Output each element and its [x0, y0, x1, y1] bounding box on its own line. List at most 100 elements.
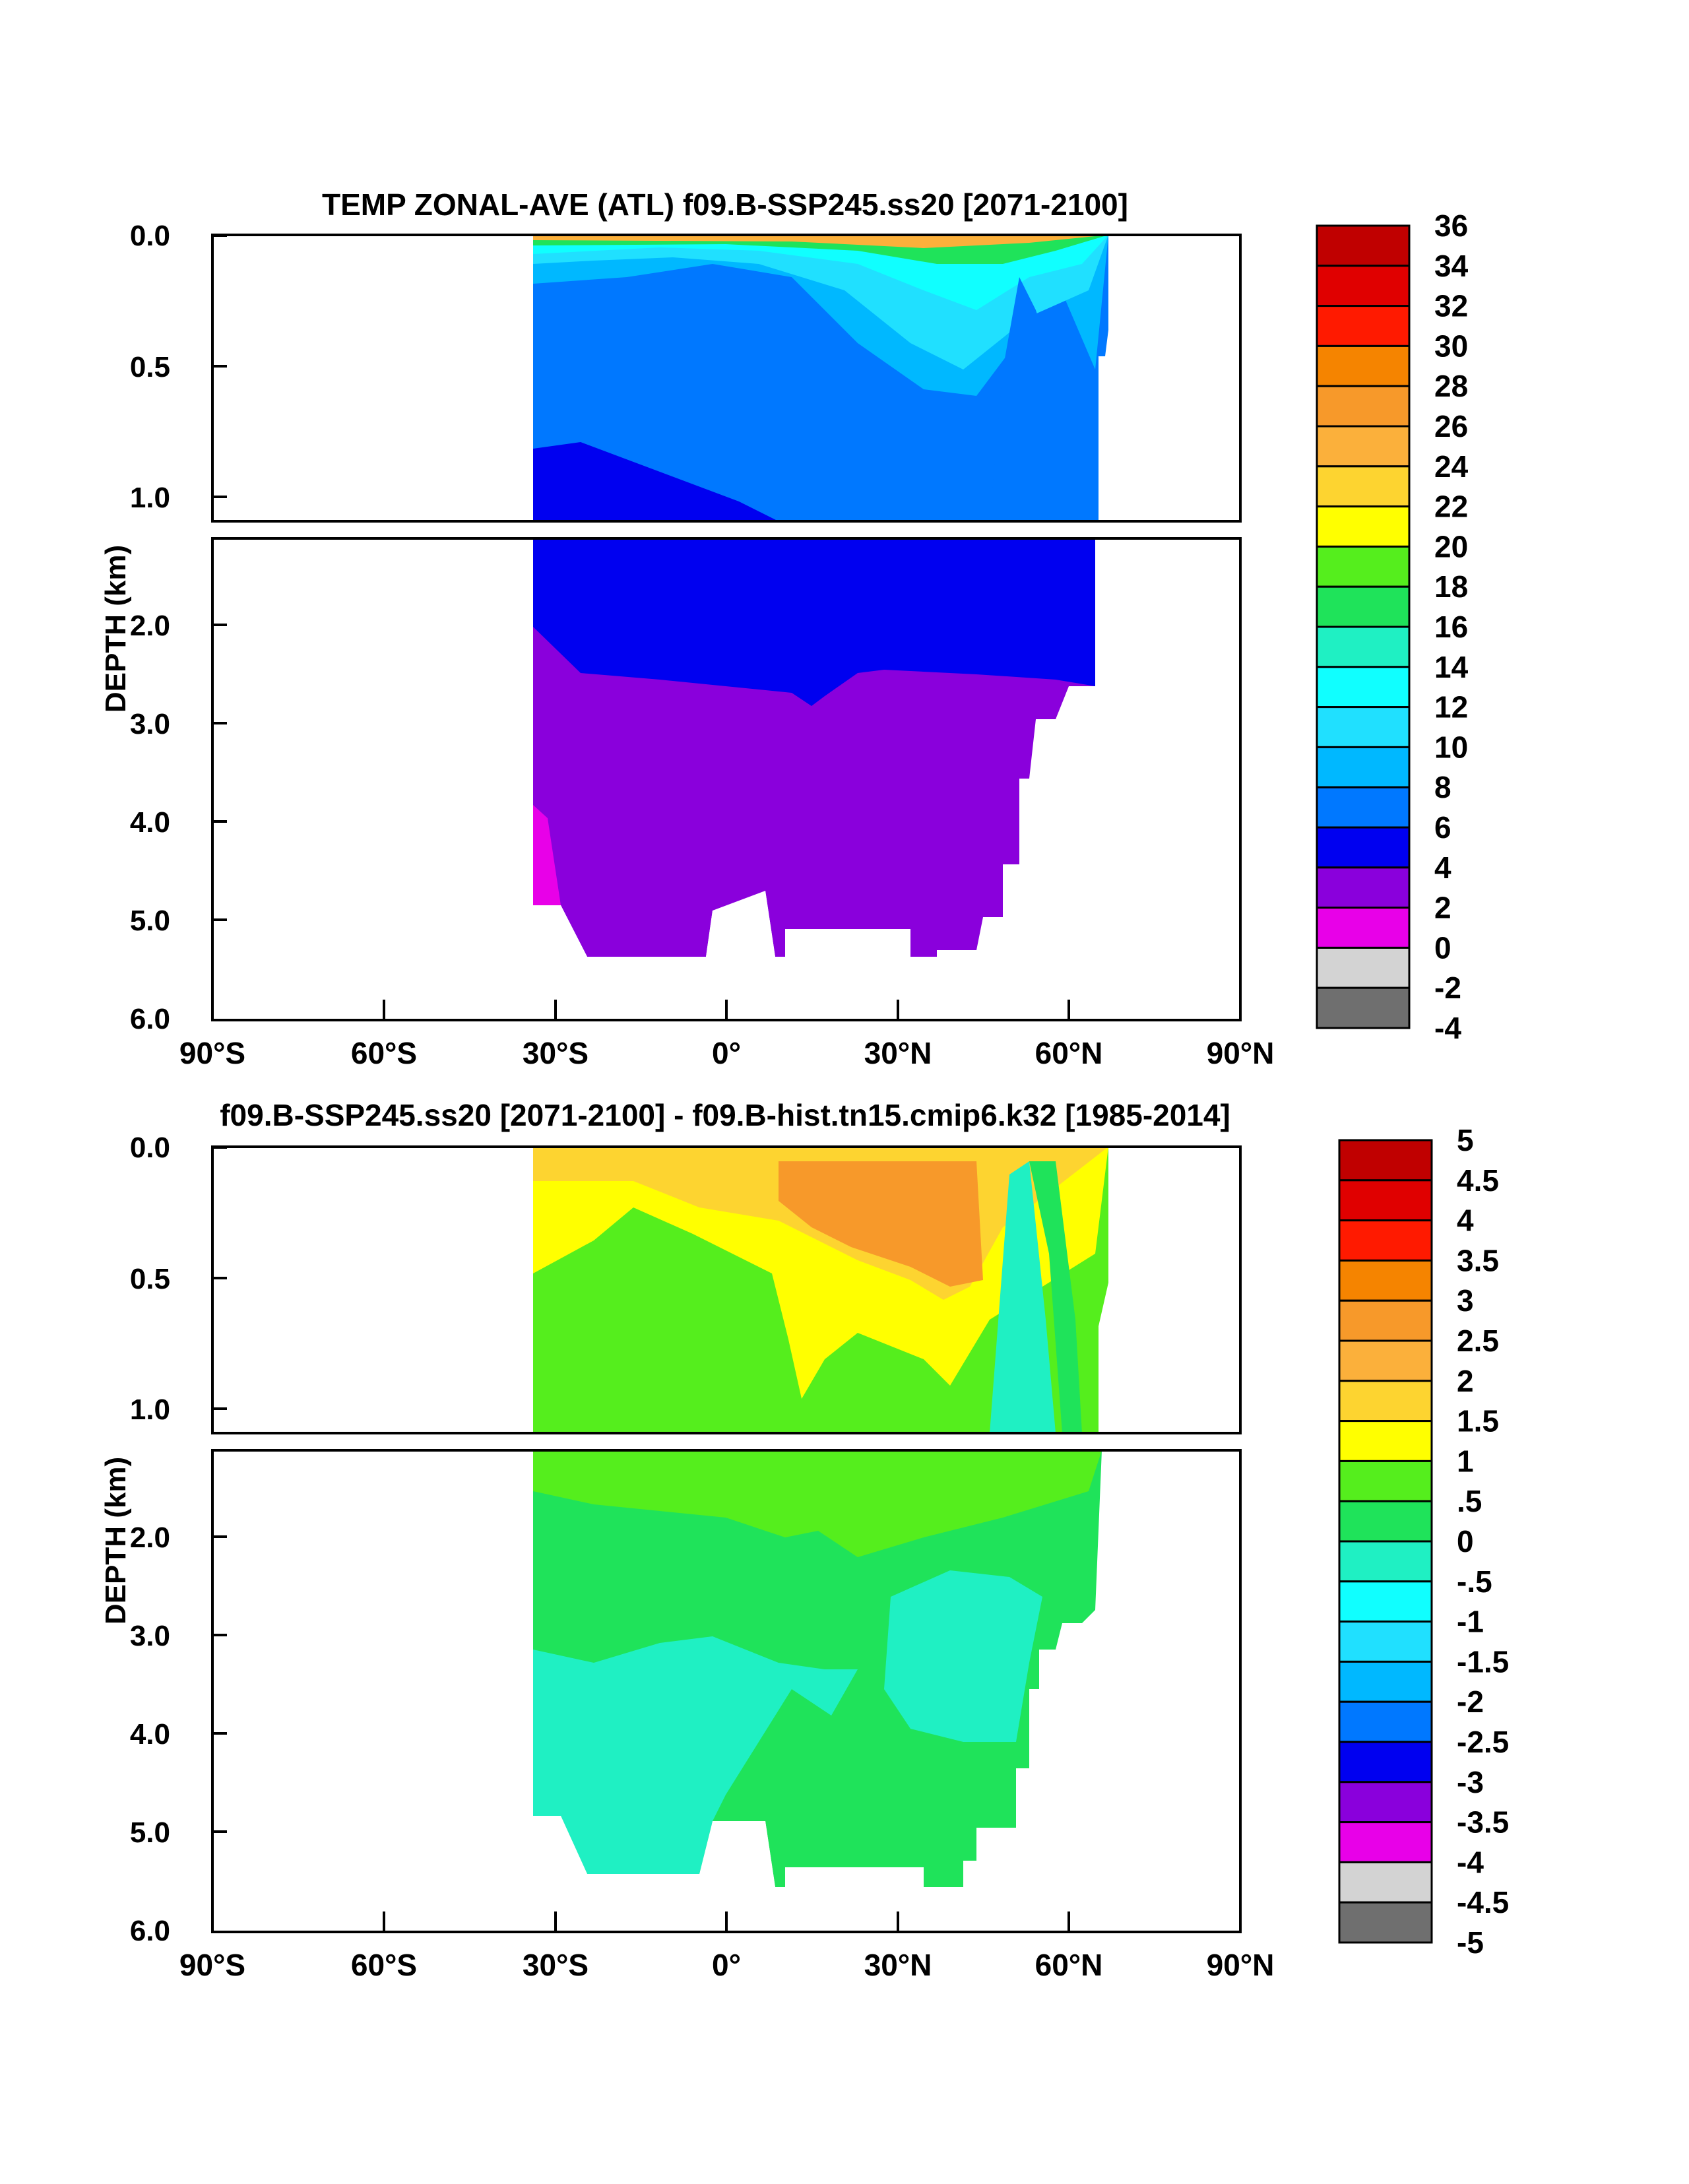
plot-2-y-axis: 0.0 0.5 1.0 2.0 3.0 4.0 5.0 6.0 DEPTH (k…	[100, 1132, 227, 1947]
colorbar-swatch	[1316, 706, 1411, 748]
y-tick-label: 0.5	[130, 1263, 170, 1295]
colorbar-label: 4.5	[1457, 1163, 1499, 1198]
colorbar-swatch	[1316, 986, 1411, 1029]
colorbar-label: -2	[1434, 971, 1461, 1005]
x-tick-label: 30°S	[523, 1948, 589, 1982]
plot-1-title: TEMP ZONAL-AVE (ATL) f09.B-SSP245.ss20 […	[322, 187, 1128, 222]
plot-2-lower-field	[211, 1449, 1242, 1933]
y-tick-label: 0.0	[130, 220, 170, 252]
colorbar-swatch	[1316, 946, 1411, 989]
colorbar-label: .5	[1457, 1484, 1482, 1518]
colorbar-swatch	[1316, 585, 1411, 628]
colorbar-label: 24	[1434, 449, 1469, 484]
x-tick-label: 30°N	[864, 1948, 932, 1982]
colorbar-swatch	[1316, 746, 1411, 788]
colorbar-swatch	[1316, 425, 1411, 468]
colorbar-label: 1.5	[1457, 1404, 1499, 1438]
colorbar-label: 14	[1434, 650, 1469, 684]
colorbar-swatch	[1316, 305, 1411, 347]
x-tick-label: 30°N	[864, 1036, 932, 1070]
colorbar-label: 30	[1434, 329, 1468, 363]
colorbar-swatch	[1338, 1339, 1433, 1382]
colorbar-swatch	[1338, 1420, 1433, 1462]
plot-1-y-axis: 0.0 0.5 1.0 2.0 3.0 4.0 5.0 6.0 DEPTH (k…	[100, 220, 227, 1035]
colorbar-swatch	[1338, 1460, 1433, 1502]
colorbar-swatch	[1316, 866, 1411, 909]
colorbar-label: -4	[1457, 1845, 1484, 1879]
colorbar-swatch	[1338, 1741, 1433, 1783]
y-tick-label: 3.0	[130, 1620, 170, 1652]
colorbar-label: 4	[1434, 851, 1451, 885]
colorbar-swatch	[1338, 1821, 1433, 1863]
colorbar-swatch	[1338, 1500, 1433, 1543]
plot-1-x-axis: 90°S 60°S 30°S 0° 30°N 60°N 90°N	[179, 1000, 1274, 1070]
y-tick-label: 0.0	[130, 1132, 170, 1164]
colorbar-swatch	[1338, 1901, 1433, 1944]
colorbar-swatch	[1338, 1179, 1433, 1222]
colorbar-swatch	[1316, 666, 1411, 709]
y-tick-label: 4.0	[130, 806, 170, 839]
y-tick-label: 0.5	[130, 351, 170, 383]
plot-2-upper-field	[211, 1145, 1242, 1434]
colorbar-swatch	[1338, 1580, 1433, 1623]
colorbar-label: -2.5	[1457, 1725, 1509, 1759]
colorbar-label: -5	[1457, 1925, 1484, 1960]
colorbar-label: 12	[1434, 690, 1468, 724]
colorbar-label: 5	[1457, 1123, 1474, 1157]
colorbar-swatch	[1338, 1621, 1433, 1663]
colorbar-swatch	[1316, 465, 1411, 508]
colorbar-label: 28	[1434, 369, 1468, 403]
colorbar-label: -1	[1457, 1605, 1484, 1639]
x-tick-label: 90°S	[179, 1948, 245, 1982]
colorbar-label: 26	[1434, 409, 1468, 443]
y-tick-label: 5.0	[130, 905, 170, 937]
x-tick-label: 60°S	[351, 1948, 417, 1982]
colorbar-swatch	[1316, 545, 1411, 588]
x-tick-label: 30°S	[523, 1036, 589, 1070]
colorbar-label: 6	[1434, 810, 1451, 845]
colorbar-swatch	[1338, 1380, 1433, 1423]
colorbar-swatch	[1338, 1861, 1433, 1904]
colorbar-label: 22	[1434, 490, 1468, 524]
colorbar-swatch	[1338, 1540, 1433, 1583]
colorbar-swatch	[1338, 1700, 1433, 1743]
x-tick-label: 90°N	[1207, 1948, 1275, 1982]
x-tick-label: 60°N	[1035, 1948, 1103, 1982]
colorbar-swatch	[1338, 1299, 1433, 1342]
plot-1-lower-field	[211, 537, 1242, 1021]
plot-1-temperature: TEMP ZONAL-AVE (ATL) f09.B-SSP245.ss20 […	[100, 187, 1469, 1070]
colorbar-label: 0	[1457, 1524, 1474, 1558]
colorbar-label: -4.5	[1457, 1885, 1509, 1919]
x-tick-label: 60°S	[351, 1036, 417, 1070]
y-tick-label: 1.0	[130, 1394, 170, 1426]
colorbar-label: 2	[1434, 891, 1451, 925]
colorbar-swatch	[1338, 1781, 1433, 1824]
x-tick-label: 60°N	[1035, 1036, 1103, 1070]
colorbar-label: -2	[1457, 1685, 1484, 1719]
y-tick-label: 3.0	[130, 708, 170, 740]
y-tick-label: 6.0	[130, 1003, 170, 1035]
colorbar-label: -3	[1457, 1765, 1484, 1799]
colorbar-label: 10	[1434, 730, 1468, 764]
y-tick-label: 2.0	[130, 1522, 170, 1554]
colorbar-label: -3.5	[1457, 1805, 1509, 1840]
plot-2-x-axis: 90°S 60°S 30°S 0° 30°N 60°N 90°N	[179, 1911, 1275, 1982]
colorbar-swatch	[1316, 385, 1411, 428]
colorbar-label: 3.5	[1457, 1243, 1499, 1277]
colorbar-swatch	[1316, 344, 1411, 387]
y-tick-label: 5.0	[130, 1816, 170, 1849]
x-tick-label: 0°	[712, 1036, 741, 1070]
colorbar-label: 2.5	[1457, 1324, 1499, 1358]
colorbar-swatch	[1316, 826, 1411, 869]
colorbar-label: 3	[1457, 1283, 1474, 1318]
colorbar-swatch	[1316, 907, 1411, 949]
colorbar-label: 34	[1434, 249, 1469, 283]
colorbar-swatch	[1338, 1139, 1433, 1182]
x-tick-label: 0°	[712, 1948, 741, 1982]
colorbar-swatch	[1338, 1259, 1433, 1302]
colorbar-label: 20	[1434, 529, 1468, 563]
colorbar-swatch	[1338, 1660, 1433, 1703]
plot-1-upper-field	[211, 234, 1242, 523]
colorbar-label: -1.5	[1457, 1644, 1509, 1679]
